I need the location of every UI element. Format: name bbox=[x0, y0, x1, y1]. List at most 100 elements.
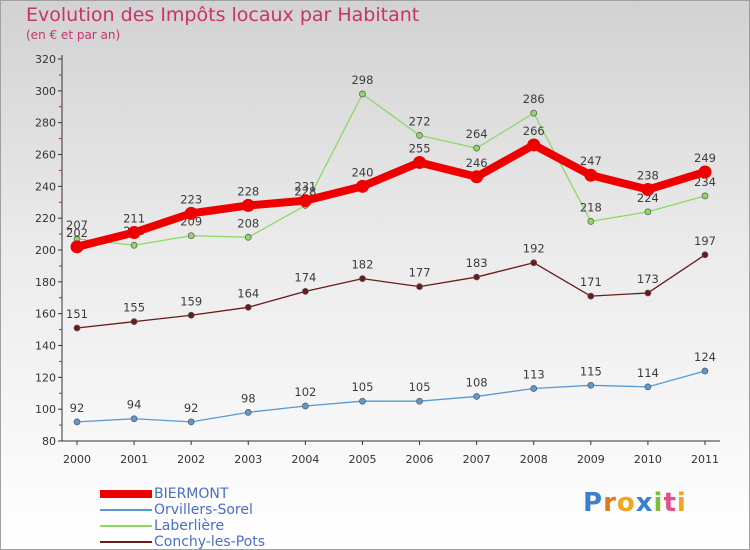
data-point-laberli-re bbox=[359, 90, 366, 98]
data-point-laberli-re bbox=[416, 132, 423, 139]
y-tick-label: 140 bbox=[35, 340, 56, 353]
data-point-biermont bbox=[527, 138, 541, 152]
data-point-laberli-re bbox=[587, 218, 595, 225]
logo-letter: r bbox=[603, 488, 617, 518]
data-label-laberli-re: 218 bbox=[580, 200, 602, 214]
data-label-biermont: 211 bbox=[123, 211, 145, 225]
data-label-orvillers-sorel: 102 bbox=[294, 385, 316, 399]
data-point-conchy-les-pots bbox=[73, 324, 81, 332]
data-point-orvillers-sorel bbox=[130, 415, 138, 423]
data-point-orvillers-sorel bbox=[644, 383, 652, 391]
x-tick-label: 2009 bbox=[577, 453, 605, 466]
data-label-orvillers-sorel: 92 bbox=[184, 401, 199, 415]
data-point-conchy-les-pots bbox=[302, 288, 309, 295]
logo-letter: o bbox=[616, 488, 636, 518]
data-point-conchy-les-pots bbox=[701, 251, 709, 259]
legend-swatch-biermont bbox=[100, 490, 152, 498]
data-label-biermont: 240 bbox=[351, 165, 373, 179]
data-label-biermont: 255 bbox=[409, 141, 431, 155]
series-line-orvillers-sorel bbox=[76, 370, 706, 423]
data-point-orvillers-sorel bbox=[73, 418, 81, 426]
data-point-conchy-les-pots bbox=[530, 259, 538, 267]
proxiti-logo: Proxiti bbox=[583, 488, 687, 518]
data-label-biermont: 246 bbox=[466, 156, 488, 170]
data-label-orvillers-sorel: 94 bbox=[127, 398, 142, 412]
y-tick-label: 100 bbox=[35, 403, 56, 416]
x-tick-label: 2003 bbox=[234, 453, 262, 466]
data-label-biermont: 266 bbox=[523, 124, 545, 138]
logo-letter: x bbox=[635, 488, 654, 518]
data-label-conchy-les-pots: 192 bbox=[523, 242, 545, 256]
data-label-orvillers-sorel: 113 bbox=[523, 367, 545, 381]
logo-letter: i bbox=[653, 488, 664, 518]
data-label-conchy-les-pots: 197 bbox=[694, 234, 716, 248]
legend-label-conchy-les-pots: Conchy-les-Pots bbox=[154, 534, 266, 550]
data-point-conchy-les-pots bbox=[359, 275, 366, 282]
data-point-laberli-re bbox=[187, 232, 195, 240]
data-label-orvillers-sorel: 108 bbox=[466, 375, 488, 389]
y-tick-label: 220 bbox=[35, 212, 56, 225]
data-label-orvillers-sorel: 124 bbox=[694, 350, 716, 364]
logo-letter: P bbox=[583, 488, 604, 518]
legend-swatch-laberliere bbox=[100, 525, 152, 527]
data-label-conchy-les-pots: 159 bbox=[180, 294, 202, 308]
y-tick-label: 240 bbox=[35, 180, 56, 193]
x-tick-label: 2008 bbox=[520, 453, 548, 466]
data-point-orvillers-sorel bbox=[359, 397, 366, 405]
data-label-conchy-les-pots: 171 bbox=[580, 275, 602, 289]
data-point-laberli-re bbox=[244, 233, 252, 241]
logo-letter: i bbox=[676, 488, 687, 518]
legend-label-laberliere: Laberlière bbox=[154, 518, 225, 534]
data-point-biermont bbox=[70, 240, 84, 254]
data-point-conchy-les-pots bbox=[416, 283, 423, 290]
data-label-conchy-les-pots: 164 bbox=[237, 286, 259, 300]
logo-letter: t bbox=[663, 488, 677, 518]
data-point-biermont bbox=[184, 206, 198, 220]
x-tick-label: 2006 bbox=[406, 453, 434, 466]
legend-item-conchy-les-pots: Conchy-les-Pots bbox=[100, 534, 320, 550]
data-point-biermont bbox=[241, 198, 255, 212]
data-label-orvillers-sorel: 105 bbox=[409, 380, 431, 394]
data-label-biermont: 249 bbox=[694, 151, 716, 165]
data-label-orvillers-sorel: 98 bbox=[241, 391, 256, 405]
x-tick-label: 2001 bbox=[120, 453, 148, 466]
data-label-laberli-re: 208 bbox=[237, 216, 259, 230]
legend-label-orvillers-sorel: Orvillers-Sorel bbox=[154, 502, 253, 518]
data-label-conchy-les-pots: 183 bbox=[466, 256, 488, 270]
x-tick-label: 2005 bbox=[348, 453, 376, 466]
x-tick-label: 2010 bbox=[634, 453, 662, 466]
y-tick-label: 200 bbox=[35, 244, 56, 257]
data-label-orvillers-sorel: 114 bbox=[637, 366, 659, 380]
data-point-biermont bbox=[298, 194, 312, 208]
data-point-laberli-re bbox=[473, 144, 480, 152]
legend-swatch-conchy-les-pots bbox=[100, 541, 152, 543]
legend-swatch-orvillers-sorel bbox=[100, 509, 152, 511]
legend-item-laberliere: Laberlière bbox=[100, 518, 320, 534]
data-label-conchy-les-pots: 177 bbox=[409, 266, 431, 280]
data-point-laberli-re bbox=[644, 208, 652, 216]
data-label-conchy-les-pots: 155 bbox=[123, 301, 145, 315]
data-label-conchy-les-pots: 173 bbox=[637, 272, 659, 286]
x-tick-label: 2007 bbox=[463, 453, 491, 466]
data-point-biermont bbox=[127, 225, 141, 239]
x-tick-label: 2002 bbox=[177, 453, 205, 466]
data-point-orvillers-sorel bbox=[530, 385, 538, 392]
data-point-orvillers-sorel bbox=[587, 381, 595, 389]
data-point-conchy-les-pots bbox=[187, 311, 195, 319]
data-point-biermont bbox=[470, 170, 484, 184]
chart-title: Evolution des Impôts locaux par Habitant bbox=[26, 4, 420, 26]
series-line-laberli-re bbox=[76, 93, 706, 246]
legend-item-biermont: BIERMONT bbox=[100, 486, 320, 502]
data-label-conchy-les-pots: 174 bbox=[294, 270, 316, 284]
y-tick-label: 80 bbox=[42, 435, 56, 448]
data-point-orvillers-sorel bbox=[244, 409, 252, 416]
y-tick-label: 120 bbox=[35, 371, 56, 384]
data-label-laberli-re: 234 bbox=[694, 175, 716, 189]
data-label-laberli-re: 224 bbox=[637, 191, 659, 205]
y-tick-label: 160 bbox=[35, 308, 56, 321]
data-point-biermont bbox=[641, 183, 655, 197]
data-label-biermont: 223 bbox=[180, 192, 202, 206]
data-point-conchy-les-pots bbox=[130, 318, 138, 325]
data-point-laberli-re bbox=[530, 109, 538, 117]
